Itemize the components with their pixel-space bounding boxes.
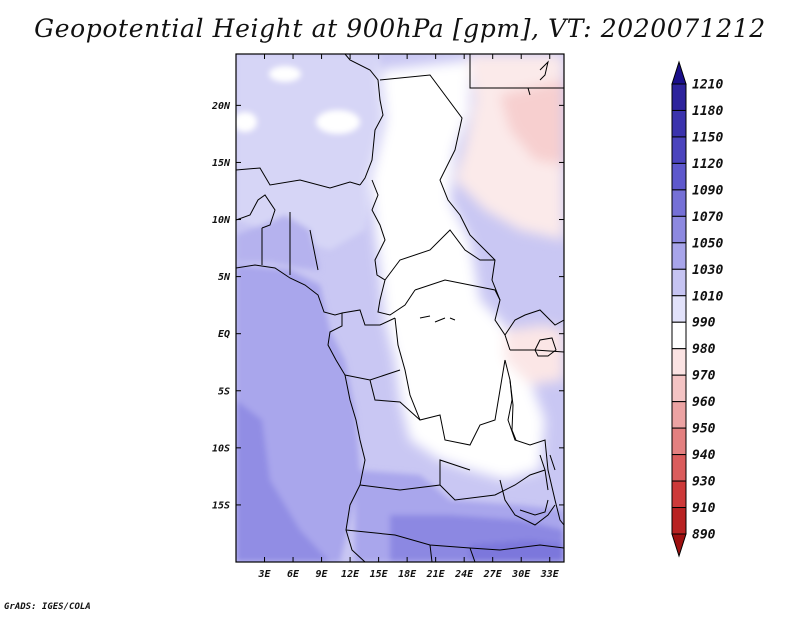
river-congo [419, 315, 456, 323]
colorbar-swatch [671, 136, 687, 164]
colorbar-swatch [671, 242, 687, 270]
colorbar-swatch [671, 348, 687, 376]
colorbar-level-label: 1010 [692, 289, 723, 304]
latitude-axis: 20N 15N 10N 5N EQ 5S 10S 15S [211, 101, 564, 511]
border-car [384, 229, 495, 281]
lon-tick-label: 21E [426, 569, 446, 580]
coastline-west [236, 264, 366, 562]
map-frame [235, 53, 565, 563]
lake-victoria [534, 337, 557, 357]
border-nigeria-west [289, 212, 319, 275]
lon-tick-label: 24E [454, 569, 474, 580]
border-chad-sudan-car [379, 74, 511, 351]
colorbar-level-label: 1150 [692, 130, 723, 145]
lat-tick-label: 5S [218, 386, 230, 397]
colorbar-swatch [671, 321, 687, 350]
colorbar-swatch [671, 189, 687, 217]
border-angola-drc [344, 369, 421, 421]
longitude-axis: 3E 6E 9E 12E 15E 18E 21E 24E 27E 30E 33E [257, 54, 560, 580]
grads-credit: GrADS: IGES/COLA [4, 602, 91, 612]
colorbar-level-label: 990 [692, 316, 716, 331]
colorbar-level-label: 970 [692, 369, 716, 384]
lat-tick-label: 10S [212, 443, 230, 454]
lat-tick-label: 20N [211, 101, 231, 112]
colorbar-swatch [671, 295, 687, 323]
colorbar-swatch [671, 268, 687, 297]
colorbar-level-label: 1070 [692, 210, 723, 225]
border-nile-coast [527, 60, 549, 96]
lon-tick-label: 30E [511, 569, 531, 580]
border-zambia-angola [359, 459, 546, 501]
colorbar-level-label: 1090 [692, 183, 723, 198]
border-libya-egypt [469, 54, 564, 89]
colorbar-level-label: 1050 [692, 236, 723, 251]
lon-tick-label: 33E [540, 569, 560, 580]
border-chad-niger [344, 54, 416, 316]
colorbar: 1210 1180 1150 1120 1090 1070 1050 1030 1010 990 9… [671, 60, 723, 558]
colorbar-swatch [671, 480, 687, 509]
lon-tick-label: 9E [316, 569, 329, 580]
colorbar-swatch [671, 215, 687, 244]
colorbar-level-label: 980 [692, 342, 716, 357]
border-mozambique [539, 454, 556, 491]
colorbar-level-label: 1120 [692, 157, 723, 172]
colorbar-bottom-triangle [671, 533, 687, 558]
colorbar-level-label: 1180 [692, 104, 723, 119]
border-drc-east [394, 317, 506, 446]
lon-tick-label: 3E [257, 569, 271, 580]
lat-tick-label: 5N [218, 272, 231, 283]
field-patch-990 [269, 66, 301, 82]
field-patch-990 [236, 112, 257, 132]
field-congo-sahara-990 [370, 60, 545, 480]
lon-tick-label: 27E [483, 569, 503, 580]
border-ghana-togo [236, 194, 276, 265]
country-borders [236, 54, 564, 562]
colorbar-swatch [671, 109, 687, 138]
field-eastafrica-980 [505, 325, 564, 385]
colorbar-swatch [671, 83, 687, 111]
lon-tick-label: 18E [398, 569, 417, 580]
field-sudan-970 [500, 80, 564, 165]
colorbar-level-label: 1210 [692, 78, 723, 93]
field-south-atlantic-1070 [236, 400, 330, 562]
colorbar-level-label: 1030 [692, 263, 723, 278]
colorbar-swatch [671, 427, 687, 456]
border-gabon-congo [341, 309, 396, 326]
border-malawi-zambia [499, 479, 556, 526]
colorbar-level-label: 930 [692, 475, 716, 490]
border-drc-car [414, 279, 501, 301]
lat-tick-label: 15S [212, 500, 230, 511]
colorbar-swatch [671, 162, 687, 191]
colorbar-swatch [671, 401, 687, 429]
colorbar-level-label: 940 [692, 448, 716, 463]
field-gulf-1030 [236, 215, 320, 270]
colorbar-swatch [671, 374, 687, 403]
colorbar-level-label: 910 [692, 501, 716, 516]
colorbar-level-label: 950 [692, 422, 716, 437]
lon-tick-label: 12E [341, 569, 360, 580]
colorbar-swatch [671, 454, 687, 482]
colorbar-level-label: 960 [692, 395, 716, 410]
lake-malawi [519, 499, 549, 516]
colorbar-swatch [671, 507, 687, 535]
lat-tick-label: 10N [212, 215, 231, 226]
border-south [429, 544, 476, 562]
field-patch-990 [316, 110, 360, 134]
border-sahel-north [236, 167, 361, 189]
field-sahel-1010 [236, 54, 385, 250]
colorbar-top-triangle [671, 60, 687, 85]
lake-tanganyika [509, 379, 517, 441]
colorbar-level-label: 890 [692, 528, 716, 543]
lat-tick-label: EQ [218, 329, 230, 340]
lat-tick-label: 15N [212, 158, 231, 169]
lon-tick-label: 6E [287, 569, 300, 580]
lon-tick-label: 15E [370, 569, 389, 580]
chart-title: Geopotential Height at 900hPa [gpm], VT:… [34, 14, 766, 43]
